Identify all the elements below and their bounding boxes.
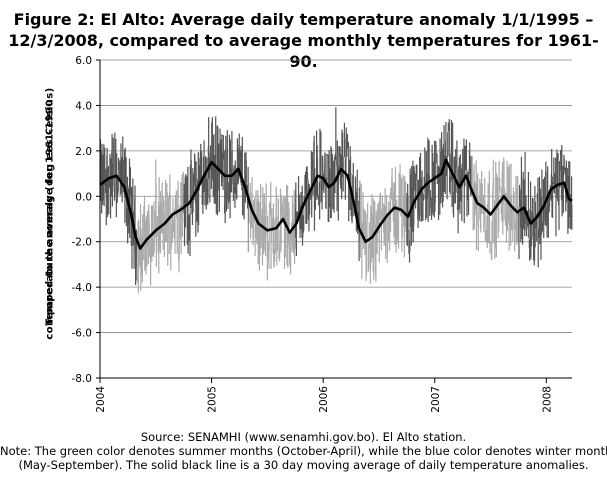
color-note-line-2: (May-September). The solid black line is… [18,458,589,472]
moving-average-polyline [99,158,573,250]
y-tick-label: 4.0 [75,100,92,112]
x-tick-labels: 2004 2005 2006 2007 2008 [95,386,553,413]
chart-title-line-2: 12/3/2008, compared to average monthly t… [8,31,599,71]
y-tick-label: 6.0 [75,55,92,67]
x-tick-label: 2005 [207,386,219,413]
x-tick-label: 2007 [430,386,442,413]
x-tick-label: 2006 [318,386,330,413]
axes [96,59,572,383]
chart-title-line-1: Figure 2: El Alto: Average daily tempera… [13,10,594,29]
y-axis-label-line-2: compared to the average for 1961-1990 [44,99,56,340]
y-tick-label: 0.0 [75,191,92,203]
y-tick-label: -6.0 [72,328,93,340]
x-tick-label: 2008 [541,386,553,413]
y-tick-labels: 6.0 4.0 2.0 0.0 -2.0 -4.0 -6.0 -8.0 [72,55,93,385]
y-tick-label: 2.0 [75,146,92,158]
chart-title: Figure 2: El Alto: Average daily tempera… [0,9,607,72]
source-note: Source: SENAMHI (www.senamhi.gov.bo). El… [140,430,467,444]
chart-notes: Source: SENAMHI (www.senamhi.gov.bo). El… [0,430,607,472]
x-tick-label: 2004 [95,386,107,413]
daily-anomaly-lines [99,107,573,294]
y-tick-label: -8.0 [72,373,93,385]
chart-plot: 6.04.02.00.0-2.0-4.0-6.0-8.0 2004 2005 200… [72,55,573,413]
color-note-line-1: Note: The green color denotes summer mon… [0,444,607,458]
y-tick-label: -4.0 [72,282,93,294]
moving-average-line [99,158,573,250]
y-tick-label: -2.0 [72,237,93,249]
